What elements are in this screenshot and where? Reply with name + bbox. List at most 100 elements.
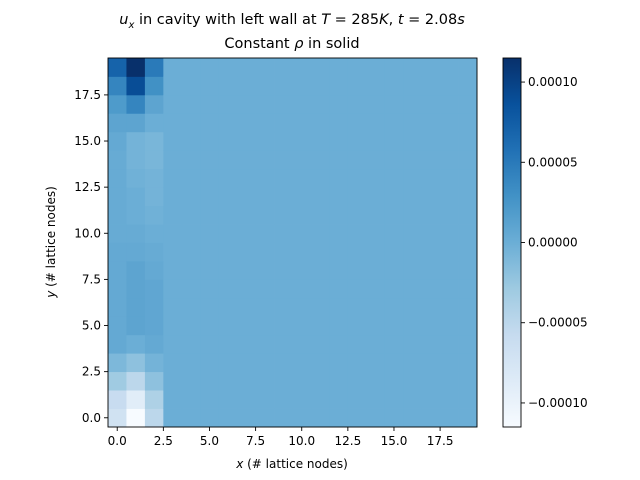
heatmap-cell [292, 76, 312, 96]
heatmap-cell [384, 113, 404, 133]
heatmap-cell [347, 187, 367, 206]
heatmap-cell [237, 390, 256, 409]
heatmap-cell [366, 390, 386, 409]
heatmap-cell [126, 371, 146, 391]
heatmap-cell [292, 150, 312, 170]
heatmap-cell [347, 94, 367, 114]
heatmap-cell [329, 353, 349, 373]
heatmap-cell [274, 168, 293, 188]
heatmap-cell [384, 297, 404, 317]
heatmap-cell [126, 408, 146, 428]
heatmap-cell [274, 353, 293, 373]
heatmap-cell [458, 187, 478, 206]
heatmap-cell [108, 94, 127, 114]
heatmap-cell [237, 297, 256, 317]
x-tick-label: 17.5 [427, 434, 454, 448]
heatmap-cell [329, 334, 349, 354]
heatmap-cell [384, 168, 404, 188]
heatmap-cell [329, 94, 349, 114]
heatmap-cell [384, 353, 404, 373]
heatmap-cell [384, 131, 404, 151]
heatmap-cell [440, 371, 459, 391]
heatmap-cell [163, 297, 183, 317]
heatmap-cell [255, 58, 275, 77]
heatmap-cell [218, 187, 238, 206]
heatmap-cell [310, 371, 330, 391]
heatmap-cell [237, 371, 256, 391]
heatmap-cell [329, 297, 349, 317]
heatmap-cell [108, 408, 127, 428]
heatmap-cell [274, 224, 293, 243]
heatmap-cell [421, 408, 441, 428]
heatmap-cell [403, 242, 423, 262]
heatmap-cell [366, 131, 386, 151]
heatmap-cell [108, 58, 127, 77]
heatmap-cell [126, 224, 146, 243]
heatmap-cell [440, 408, 459, 428]
heatmap-cell [237, 353, 256, 373]
heatmap-cell [126, 205, 146, 225]
heatmap-cell [458, 279, 478, 299]
heatmap-cell [421, 205, 441, 225]
heatmap-cell [255, 131, 275, 151]
heatmap-cell [366, 187, 386, 206]
heatmap-cell [292, 297, 312, 317]
heatmap-cell [384, 224, 404, 243]
heatmap-cell [144, 334, 164, 354]
heatmap-cell [218, 131, 238, 151]
heatmap-cell [126, 94, 146, 114]
heatmap-cell [366, 316, 386, 336]
heatmap-cell [458, 260, 478, 280]
heatmap-cell [274, 76, 293, 96]
heatmap-cell [366, 94, 386, 114]
heatmap-cell [421, 113, 441, 133]
heatmap-cell [458, 113, 478, 133]
heatmap-cell [144, 316, 164, 336]
heatmap-cell [421, 168, 441, 188]
heatmap-cell [403, 76, 423, 96]
heatmap-cell [181, 390, 201, 409]
heatmap-cell [200, 390, 220, 409]
heatmap-cell [347, 390, 367, 409]
heatmap-cell [310, 390, 330, 409]
heatmap-cell [292, 94, 312, 114]
heatmap-cell [292, 242, 312, 262]
heatmap-cell [403, 150, 423, 170]
heatmap-cell [237, 408, 256, 428]
heatmap-cell [366, 168, 386, 188]
heatmap-cell [384, 94, 404, 114]
heatmap-cell [163, 224, 183, 243]
heatmap-cell [218, 224, 238, 243]
heatmap-cell [218, 334, 238, 354]
heatmap-cell [144, 242, 164, 262]
heatmap-cell [255, 279, 275, 299]
heatmap-cell [200, 260, 220, 280]
heatmap-cell [274, 58, 293, 77]
heatmap-cell [421, 242, 441, 262]
heatmap-cell [403, 390, 423, 409]
heatmap-cell [163, 150, 183, 170]
heatmap-cell [347, 334, 367, 354]
heatmap-cell [440, 168, 459, 188]
heatmap-cell [292, 390, 312, 409]
heatmap-cell [163, 205, 183, 225]
heatmap-cell [292, 316, 312, 336]
heatmap-cell [200, 94, 220, 114]
heatmap-cell [163, 131, 183, 151]
heatmap-cell [163, 168, 183, 188]
heatmap-cell [440, 150, 459, 170]
heatmap-cell [255, 224, 275, 243]
heatmap-cell [310, 297, 330, 317]
heatmap-cell [310, 113, 330, 133]
heatmap-cell [421, 150, 441, 170]
heatmap-cell [218, 58, 238, 77]
heatmap-cell [218, 408, 238, 428]
heatmap-cell [200, 316, 220, 336]
heatmap-cell [274, 94, 293, 114]
heatmap-cell [329, 408, 349, 428]
heatmap-cell [366, 242, 386, 262]
heatmap-cell [144, 297, 164, 317]
heatmap-cell [255, 205, 275, 225]
heatmap-cell [310, 168, 330, 188]
heatmap-cell [458, 390, 478, 409]
